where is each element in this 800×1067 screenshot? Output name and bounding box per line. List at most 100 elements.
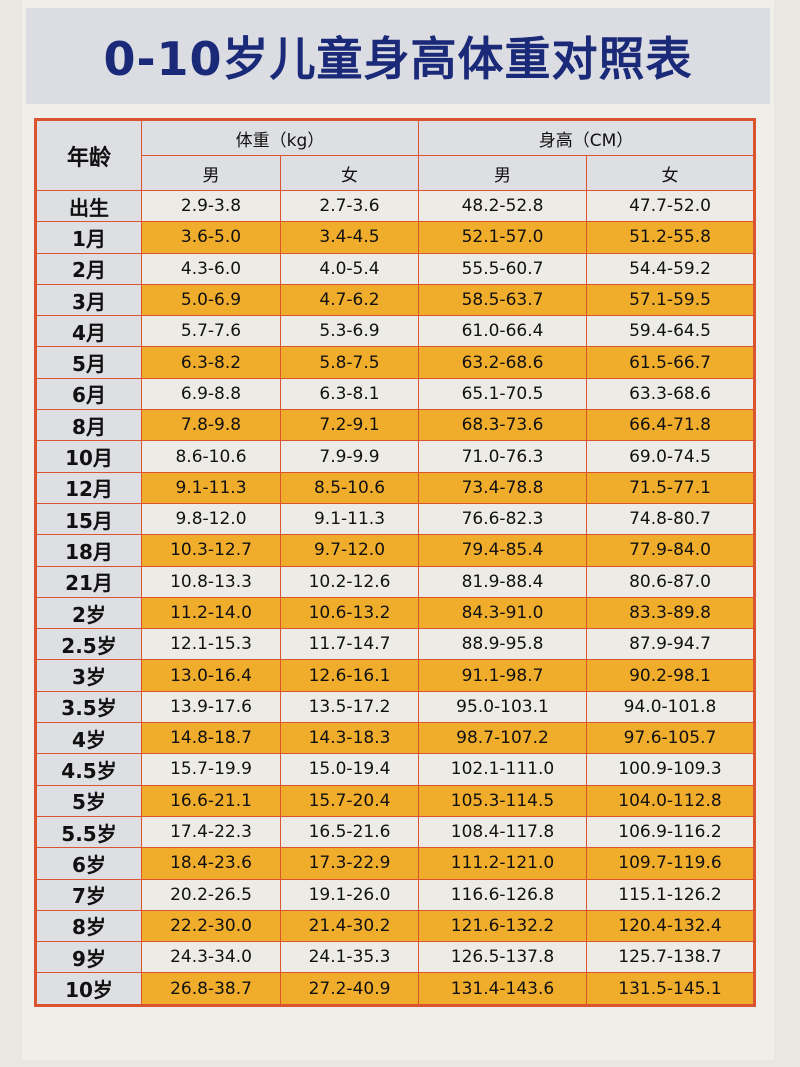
height-male-cell: 84.3-91.0	[418, 596, 587, 630]
age-cell: 8月	[35, 409, 142, 442]
table-row: 6月 6.9-8.8 6.3-8.1 65.1-70.5 63.3-68.6	[35, 377, 755, 411]
table-row: 8岁 22.2-30.0 21.4-30.2 121.6-132.2 120.4-132…	[35, 909, 755, 943]
weight-female-cell: 7.9-9.9	[280, 440, 419, 473]
weight-male-cell: 12.1-15.3	[141, 628, 281, 661]
weight-female-cell: 4.0-5.4	[280, 252, 419, 285]
weight-male-cell: 24.3-34.0	[141, 941, 281, 974]
height-male-cell: 126.5-137.8	[418, 941, 587, 974]
weight-male-cell: 9.1-11.3	[141, 471, 281, 504]
age-cell: 2岁	[35, 596, 142, 630]
height-female-cell: 57.1-59.5	[586, 283, 755, 317]
weight-female-cell: 19.1-26.0	[280, 878, 419, 911]
weight-female-cell: 17.3-22.9	[280, 847, 419, 880]
height-male-cell: 105.3-114.5	[418, 784, 587, 817]
height-male-cell: 63.2-68.6	[418, 346, 587, 379]
weight-female-cell: 9.7-12.0	[280, 534, 419, 567]
age-cell: 5.5岁	[35, 815, 142, 849]
age-cell: 18月	[35, 534, 142, 567]
weight-female-cell: 10.2-12.6	[280, 565, 419, 598]
height-female-cell: 47.7-52.0	[586, 189, 755, 223]
weight-female-cell: 5.3-6.9	[280, 315, 419, 348]
weight-male-cell: 13.0-16.4	[141, 659, 281, 692]
height-male-cell: 95.0-103.1	[418, 690, 587, 724]
height-male-cell: 81.9-88.4	[418, 565, 587, 598]
height-female-cell: 131.5-145.1	[586, 972, 755, 1006]
table-row: 21月 10.8-13.3 10.2-12.6 81.9-88.4 80.6-87.0	[35, 565, 755, 598]
weight-female-cell: 4.7-6.2	[280, 283, 419, 317]
weight-male-cell: 3.6-5.0	[141, 221, 281, 254]
table-row: 3岁 13.0-16.4 12.6-16.1 91.1-98.7 90.2-98.1	[35, 659, 755, 692]
height-male-cell: 98.7-107.2	[418, 722, 587, 755]
weight-female-cell: 5.8-7.5	[280, 346, 419, 379]
header-weight: 体重（kg）	[141, 119, 419, 156]
age-cell: 5月	[35, 346, 142, 379]
height-female-cell: 87.9-94.7	[586, 628, 755, 661]
height-female-cell: 51.2-55.8	[586, 221, 755, 254]
weight-female-cell: 13.5-17.2	[280, 690, 419, 724]
height-female-cell: 77.9-84.0	[586, 534, 755, 567]
table-row: 10月 8.6-10.6 7.9-9.9 71.0-76.3 69.0-74.5	[35, 440, 755, 473]
age-cell: 7岁	[35, 878, 142, 911]
height-female-cell: 97.6-105.7	[586, 722, 755, 755]
weight-male-cell: 14.8-18.7	[141, 722, 281, 755]
weight-male-cell: 15.7-19.9	[141, 753, 281, 786]
height-female-cell: 100.9-109.3	[586, 753, 755, 786]
height-female-cell: 94.0-101.8	[586, 690, 755, 724]
table-row: 9岁 24.3-34.0 24.1-35.3 126.5-137.8 125.7-138…	[35, 941, 755, 974]
age-cell: 21月	[35, 565, 142, 598]
table-row: 5月 6.3-8.2 5.8-7.5 63.2-68.6 61.5-66.7	[35, 346, 755, 379]
height-male-cell: 65.1-70.5	[418, 377, 587, 411]
weight-female-cell: 27.2-40.9	[280, 972, 419, 1006]
weight-female-cell: 6.3-8.1	[280, 377, 419, 411]
height-male-cell: 88.9-95.8	[418, 628, 587, 661]
weight-female-cell: 10.6-13.2	[280, 596, 419, 630]
height-female-cell: 109.7-119.6	[586, 847, 755, 880]
weight-female-cell: 16.5-21.6	[280, 815, 419, 849]
table-body: 出生 2.9-3.8 2.7-3.6 48.2-52.8 47.7-52.0 1月 3.6-…	[35, 189, 755, 1006]
weight-female-cell: 8.5-10.6	[280, 471, 419, 504]
age-cell: 3岁	[35, 659, 142, 692]
table-row: 3月 5.0-6.9 4.7-6.2 58.5-63.7 57.1-59.5	[35, 283, 755, 317]
height-male-cell: 76.6-82.3	[418, 502, 587, 536]
height-male-cell: 121.6-132.2	[418, 909, 587, 943]
table-row: 1月 3.6-5.0 3.4-4.5 52.1-57.0 51.2-55.8	[35, 221, 755, 254]
age-cell: 4岁	[35, 722, 142, 755]
height-male-cell: 71.0-76.3	[418, 440, 587, 473]
header-height: 身高（CM）	[418, 119, 755, 156]
height-female-cell: 120.4-132.4	[586, 909, 755, 943]
height-female-cell: 115.1-126.2	[586, 878, 755, 911]
header-height-female: 女	[586, 155, 755, 191]
age-cell: 12月	[35, 471, 142, 504]
height-male-cell: 108.4-117.8	[418, 815, 587, 849]
age-cell: 5岁	[35, 784, 142, 817]
weight-male-cell: 10.8-13.3	[141, 565, 281, 598]
age-cell: 15月	[35, 502, 142, 536]
height-female-cell: 71.5-77.1	[586, 471, 755, 504]
age-cell: 3月	[35, 283, 142, 317]
height-female-cell: 83.3-89.8	[586, 596, 755, 630]
height-male-cell: 58.5-63.7	[418, 283, 587, 317]
weight-male-cell: 5.0-6.9	[141, 283, 281, 317]
weight-male-cell: 26.8-38.7	[141, 972, 281, 1006]
table-row: 2.5岁 12.1-15.3 11.7-14.7 88.9-95.8 87.9-94.7	[35, 628, 755, 661]
height-male-cell: 91.1-98.7	[418, 659, 587, 692]
age-cell: 2.5岁	[35, 628, 142, 661]
table-row: 5.5岁 17.4-22.3 16.5-21.6 108.4-117.8 106.9-1…	[35, 815, 755, 849]
header-age: 年龄	[35, 119, 142, 191]
weight-female-cell: 15.0-19.4	[280, 753, 419, 786]
age-cell: 4月	[35, 315, 142, 348]
height-male-cell: 111.2-121.0	[418, 847, 587, 880]
weight-male-cell: 8.6-10.6	[141, 440, 281, 473]
height-male-cell: 68.3-73.6	[418, 409, 587, 442]
table-row: 7岁 20.2-26.5 19.1-26.0 116.6-126.8 115.1-126…	[35, 878, 755, 911]
weight-female-cell: 3.4-4.5	[280, 221, 419, 254]
page-title: 0-10岁儿童身高体重对照表	[103, 32, 693, 86]
height-female-cell: 74.8-80.7	[586, 502, 755, 536]
age-cell: 3.5岁	[35, 690, 142, 724]
table-row: 15月 9.8-12.0 9.1-11.3 76.6-82.3 74.8-80.7	[35, 502, 755, 536]
height-weight-table: 年龄 体重（kg） 身高（CM） 男 女 男 女 出生 2.9-3.8 2.7-3.…	[34, 118, 756, 1007]
height-female-cell: 125.7-138.7	[586, 941, 755, 974]
height-male-cell: 52.1-57.0	[418, 221, 587, 254]
weight-male-cell: 5.7-7.6	[141, 315, 281, 348]
table-row: 2岁 11.2-14.0 10.6-13.2 84.3-91.0 83.3-89.8	[35, 596, 755, 630]
